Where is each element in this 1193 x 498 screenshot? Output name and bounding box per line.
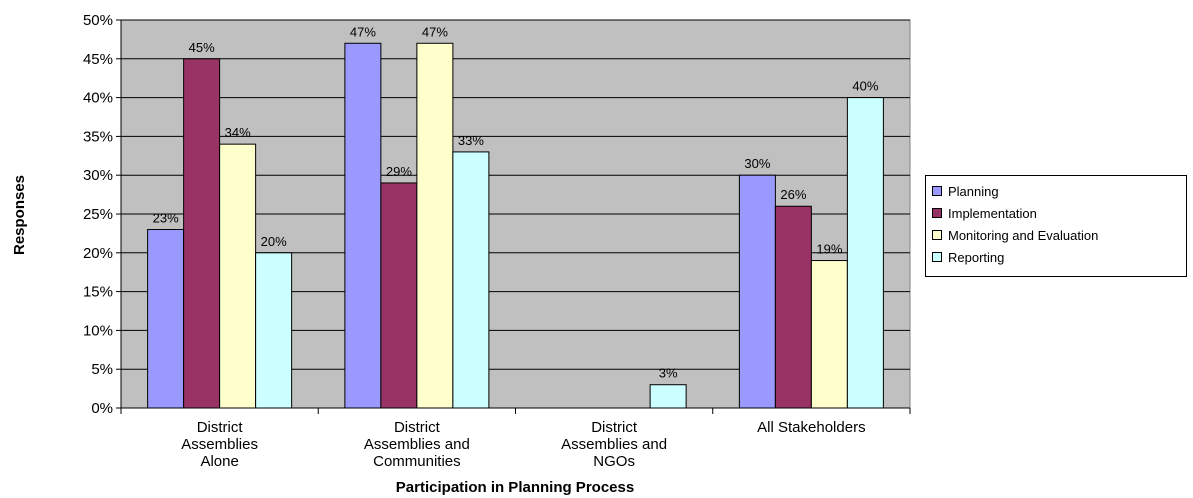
x-category-label: All Stakeholders [757,419,865,436]
bar [649,384,687,409]
bar [255,252,293,409]
y-tick-label: 5% [91,361,113,378]
y-axis: 0% 5% 10% 15% 20% 25% 30% 35% 40% 45% 50% [83,12,122,417]
x-category-label: District Assemblies and Communities [364,419,470,470]
data-label: 3% [659,366,678,381]
bar [452,151,490,409]
y-tick-label: 25% [83,206,113,223]
legend-item: Monitoring and Evaluation [932,224,1186,246]
data-labels: 23% 45% 34% 20% 47% 29% 47% 33% 3% 30% 26% 19% 40% [153,24,879,380]
y-axis-title: Responses [11,175,28,255]
legend-label: Monitoring and Evaluation [948,227,1099,243]
y-tick-label: 30% [83,167,113,184]
data-label: 47% [350,24,376,39]
data-label: 23% [153,211,179,226]
data-label: 20% [261,234,287,249]
legend-item: Implementation [932,202,1186,224]
legend-swatch [932,230,942,240]
legend-label: Implementation [948,205,1037,221]
bar [219,143,257,409]
bar [344,42,382,409]
bar [380,182,418,409]
y-tick-label: 20% [83,245,113,262]
y-tick-label: 40% [83,90,113,107]
bar [774,205,812,409]
bar [738,174,776,409]
bar [810,260,848,409]
legend-label: Planning [948,183,999,199]
data-label: 26% [780,187,806,202]
legend-swatch [932,186,942,196]
data-label: 29% [386,164,412,179]
y-tick-label: 10% [83,322,113,339]
x-axis: District Assemblies Alone District Assemblie… [120,407,911,470]
data-label: 40% [852,79,878,94]
bars [147,42,884,409]
data-label: 45% [189,40,215,55]
y-tick-label: 0% [91,400,113,417]
x-category-label: District Assemblies Alone [181,419,258,470]
x-category-label: District Assemblies and NGOs [561,419,667,470]
data-label: 33% [458,133,484,148]
data-label: 19% [816,242,842,257]
legend-label: Reporting [948,249,1005,265]
y-tick-label: 15% [83,284,113,301]
bar [147,229,185,409]
y-tick-label: 45% [83,51,113,68]
legend-item: Reporting [932,246,1186,268]
y-tick-label: 35% [83,128,113,145]
bar [846,97,884,409]
data-label: 30% [744,156,770,171]
bar [416,42,454,409]
x-axis-title: Participation in Planning Process [396,479,634,496]
data-label: 47% [422,24,448,39]
y-tick-label: 50% [83,12,113,29]
legend-item: Planning [932,180,1186,202]
legend-swatch [932,252,942,262]
bar [183,58,221,409]
legend-swatch [932,208,942,218]
data-label: 34% [225,125,251,140]
legend: Planning Implementation Monitoring and Eva… [925,175,1187,277]
